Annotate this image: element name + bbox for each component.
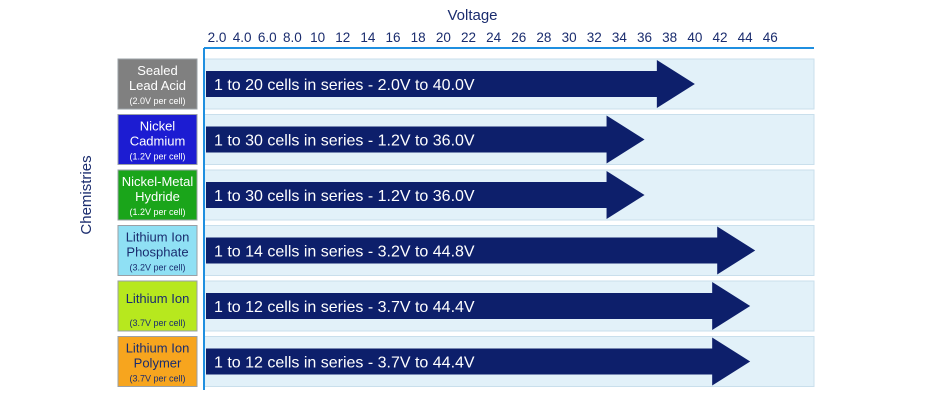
x-tick-label: 18	[411, 30, 426, 45]
chemistry-cell-voltage: (3.7V per cell)	[129, 374, 185, 384]
chemistry-box	[117, 225, 198, 276]
voltage-arrow	[206, 282, 751, 330]
chemistry-cell-voltage: (3.7V per cell)	[129, 318, 185, 328]
voltage-arrow	[206, 171, 645, 219]
chemistry-cell-voltage: (1.2V per cell)	[129, 207, 185, 217]
chemistry-cell-voltage: (3.2V per cell)	[129, 263, 185, 273]
x-tick-label: 28	[536, 30, 551, 45]
x-tick-label: 38	[662, 30, 677, 45]
x-tick-label: 6.0	[258, 30, 277, 45]
chemistry-name: Lithium Ion	[126, 230, 190, 245]
voltage-arrow	[206, 226, 756, 275]
chemistry-cell-voltage: (1.2V per cell)	[129, 152, 185, 162]
chart-title: Voltage	[447, 7, 498, 24]
chemistry-name: Lithium Ion	[126, 291, 190, 306]
x-tick-label: 30	[562, 30, 577, 45]
x-tick-label: 20	[436, 30, 451, 45]
x-tick-label: 44	[738, 30, 754, 45]
chemistry-box	[117, 169, 198, 221]
chemistry-name: Polymer	[134, 356, 182, 371]
x-tick-label: 32	[587, 30, 602, 45]
arrow-label: 1 to 20 cells in series - 2.0V to 40.0V	[214, 77, 475, 94]
chemistry-cell-voltage: (2.0V per cell)	[129, 96, 185, 106]
chemistry-box	[117, 336, 198, 387]
x-tick-label: 36	[637, 30, 652, 45]
voltage-arrow	[206, 60, 695, 108]
chemistry-name: Cadmium	[130, 134, 186, 149]
chemistry-box	[117, 280, 198, 332]
chemistry-name: Nickel-Metal	[122, 174, 194, 189]
x-tick-label: 22	[461, 30, 476, 45]
arrow-label: 1 to 14 cells in series - 3.2V to 44.8V	[214, 244, 475, 261]
x-tick-label: 40	[687, 30, 702, 45]
x-tick-label: 34	[612, 30, 628, 45]
chemistry-name: Lithium Ion	[126, 341, 190, 356]
arrow-label: 1 to 30 cells in series - 1.2V to 36.0V	[214, 188, 475, 205]
chemistry-box	[117, 58, 198, 110]
x-tick-label: 12	[335, 30, 350, 45]
x-tick-label: 4.0	[233, 30, 252, 45]
arrow-label: 1 to 30 cells in series - 1.2V to 36.0V	[214, 133, 475, 150]
x-tick-label: 46	[763, 30, 778, 45]
x-tick-label: 26	[511, 30, 526, 45]
chemistry-name: Lead Acid	[129, 78, 186, 93]
x-tick-label: 42	[712, 30, 727, 45]
x-tick-label: 8.0	[283, 30, 302, 45]
x-tick-label: 2.0	[208, 30, 227, 45]
voltage-arrow	[206, 337, 751, 386]
x-tick-label: 16	[386, 30, 401, 45]
arrow-label: 1 to 12 cells in series - 3.7V to 44.4V	[214, 299, 475, 316]
arrow-label: 1 to 12 cells in series - 3.7V to 44.4V	[214, 355, 475, 372]
chemistry-box	[117, 114, 198, 165]
x-tick-label: 14	[360, 30, 376, 45]
chemistry-name: Phosphate	[126, 245, 188, 260]
x-tick-label: 24	[486, 30, 502, 45]
chemistry-name: Nickel	[140, 119, 176, 134]
chemistry-name: Hydride	[135, 189, 180, 204]
x-tick-label: 10	[310, 30, 325, 45]
chemistry-name: Sealed	[137, 63, 177, 78]
voltage-arrow	[206, 115, 645, 164]
